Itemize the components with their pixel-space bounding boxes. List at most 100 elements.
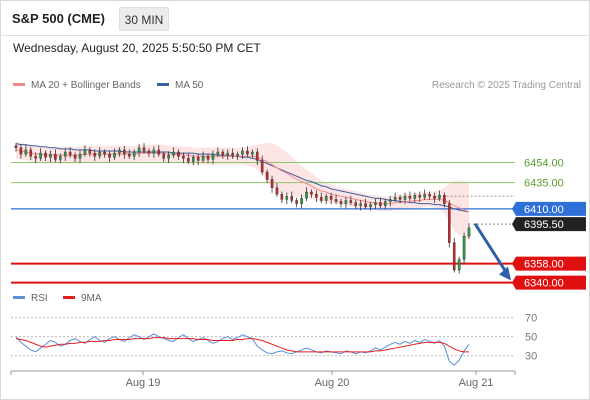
candle-body <box>63 151 67 157</box>
forecast-arrow-head <box>499 266 511 281</box>
candle-body <box>54 153 57 160</box>
candle-body <box>438 195 441 199</box>
level-label: 6358.00 <box>524 259 564 271</box>
candle-body <box>68 151 72 156</box>
candle-body <box>324 196 328 201</box>
candle-body <box>428 193 431 197</box>
header: S&P 500 (CME) 30 MIN <box>0 0 590 36</box>
candle-body <box>408 196 412 199</box>
candle-body <box>162 153 166 159</box>
research-credit: Research © 2025 Trading Central <box>431 80 581 91</box>
level-label: 6395.50 <box>524 219 564 231</box>
candle-body <box>88 149 92 154</box>
level-label-box <box>512 256 586 271</box>
candle-body <box>443 195 446 204</box>
candle-body <box>393 197 397 200</box>
forecast-arrow-line <box>473 222 509 275</box>
candle-body <box>172 151 175 156</box>
candle-body <box>24 149 28 155</box>
candle-body <box>241 150 244 155</box>
candle-body <box>83 149 87 155</box>
candle-body <box>319 197 323 201</box>
candle-body <box>462 236 466 260</box>
candle-body <box>93 152 97 157</box>
candle-body <box>49 153 52 158</box>
candle-body <box>403 196 407 200</box>
rsi-tick-label: 70 <box>525 313 537 325</box>
candle-body <box>201 156 205 161</box>
ma20-swatch <box>13 82 25 86</box>
candle-body <box>295 200 298 204</box>
candle-body <box>39 152 42 159</box>
legend-ma9-label: 9MA <box>81 293 102 304</box>
candle-body <box>275 187 279 195</box>
legend-rsi-label: RSI <box>31 293 48 304</box>
level-label: 6340.00 <box>524 278 564 290</box>
candle-body <box>211 153 215 160</box>
candle-body <box>98 151 102 157</box>
candle-body <box>44 152 47 158</box>
candle-body <box>147 150 151 154</box>
candle-body <box>78 153 82 159</box>
candle-body <box>167 154 170 159</box>
candle-body <box>359 203 362 206</box>
rsi-tick-label: 30 <box>525 351 537 363</box>
rsi-swatch <box>13 295 25 299</box>
candle-body <box>152 149 156 154</box>
candle-body <box>305 191 308 199</box>
candle-body <box>349 200 353 203</box>
candle-body <box>379 202 382 206</box>
candle-body <box>73 154 77 159</box>
candle-body <box>285 196 289 200</box>
candle-body <box>315 193 318 198</box>
rsi-tick-label: 50 <box>525 332 537 344</box>
candle-body <box>127 153 131 157</box>
header-divider <box>0 35 590 36</box>
legend-ma9: 9MA <box>63 293 102 304</box>
candle-body <box>354 202 358 206</box>
candle-body <box>413 195 417 199</box>
candle-body <box>388 199 392 202</box>
level-label: 6435.00 <box>524 178 564 190</box>
legend-ma20: MA 20 + Bollinger Bands <box>13 80 141 91</box>
level-label-box <box>512 201 586 216</box>
candle-body <box>448 203 451 243</box>
legend-ma50: MA 50 <box>157 80 203 91</box>
candle-body <box>369 204 372 207</box>
level-label-box <box>512 275 586 290</box>
candle-body <box>19 147 23 155</box>
rsi-line <box>15 333 470 366</box>
x-tick-label: Aug 20 <box>315 377 350 389</box>
candle-body <box>383 201 387 206</box>
instrument-title: S&P 500 (CME) <box>12 11 105 26</box>
candle-body <box>344 200 348 204</box>
candle-body <box>113 152 116 158</box>
candle-body <box>280 193 284 200</box>
candle-body <box>246 150 249 155</box>
candle-body <box>14 145 18 149</box>
candle-body <box>433 196 436 199</box>
candle-body <box>457 259 461 271</box>
level-label-box <box>512 217 586 232</box>
candle-body <box>329 196 333 200</box>
candle-body <box>177 151 180 157</box>
candle-body <box>123 149 126 155</box>
candle-body <box>310 191 313 195</box>
candle-body <box>374 202 377 205</box>
candle-body <box>300 198 303 204</box>
legend-rsi: RSI <box>13 293 48 304</box>
timestamp: Wednesday, August 20, 2025 5:50:50 PM CE… <box>13 41 261 55</box>
candle-body <box>255 151 259 161</box>
legend-ma50-label: MA 50 <box>175 80 204 91</box>
candle-body <box>216 151 220 155</box>
ma50-swatch <box>157 82 169 86</box>
candle-body <box>423 193 426 198</box>
candle-body <box>187 158 190 162</box>
candle-body <box>221 151 225 156</box>
candle-body <box>196 157 200 161</box>
x-tick-label: Aug 21 <box>459 377 494 389</box>
candle-body <box>452 242 456 271</box>
timeframe-button[interactable]: 30 MIN <box>119 7 169 31</box>
candle-body <box>157 149 161 155</box>
